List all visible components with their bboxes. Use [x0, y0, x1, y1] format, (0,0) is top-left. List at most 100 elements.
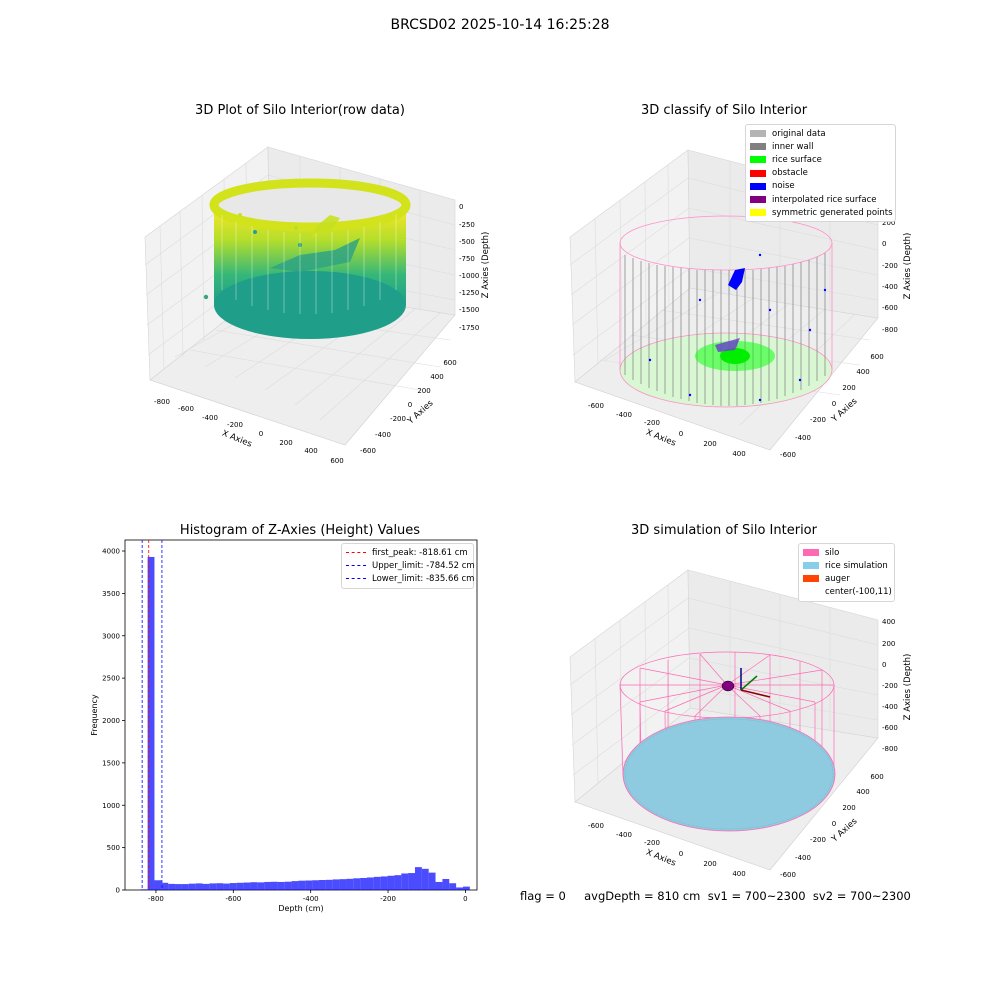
classify-legend-item: noise	[750, 180, 891, 193]
classify-z-label: Z Axies (Depth)	[903, 233, 913, 300]
raw-z-label: Z Axies (Depth)	[481, 232, 491, 299]
histogram-bar	[168, 883, 176, 890]
simulation-ztick: -600	[882, 724, 898, 732]
histogram-plot-area	[124, 539, 478, 891]
histogram-bar	[291, 881, 299, 890]
histogram-bar	[271, 881, 278, 890]
histogram-bar	[188, 883, 196, 890]
simulation-x-ticks: -600 -400 -200 0 200 400	[588, 822, 746, 878]
simulation-3d-plot: -600 -400 -200 0 200 400 X Axies -600 -4…	[569, 569, 913, 879]
classify-xtick: 0	[679, 430, 683, 438]
histogram-bar	[325, 879, 333, 890]
simulation-plot-title: 3D simulation of Silo Interior	[631, 523, 817, 538]
histogram-title: Histogram of Z-Axies (Height) Values	[179, 523, 421, 538]
classify-legend: original data inner wall rice surface obsta…	[745, 124, 896, 223]
histogram-bar	[236, 882, 244, 890]
histogram-bar	[243, 882, 251, 890]
simulation-xtick: 200	[703, 860, 716, 868]
histogram-ytick-label: 0	[116, 887, 120, 895]
raw-ytick: -200	[390, 415, 406, 423]
classify-ytick: 200	[842, 384, 855, 392]
simulation-legend-item: auger	[803, 572, 890, 585]
classify-legend-item: interpolated rice surface	[750, 193, 891, 206]
classify-legend-label: original data	[772, 128, 826, 139]
raw-x-ticks: -800 -600 -400 -200 0 200 400 600	[154, 398, 344, 465]
histogram-ytick-label: 1500	[102, 759, 120, 767]
histogram-bar	[428, 872, 436, 890]
classify-ytick: -600	[780, 451, 796, 459]
simulation-xtick: 400	[732, 870, 745, 878]
simulation-xtick: -400	[616, 831, 632, 839]
histogram-bar	[277, 881, 285, 890]
simulation-xtick: -200	[644, 839, 660, 847]
histogram-bar	[175, 884, 182, 890]
raw-scatter-points	[203, 178, 411, 339]
histogram-bar	[408, 873, 415, 890]
raw-z-ticks: 0 -250 -500 -750 -1000 -1250 -1500 -1750	[459, 203, 479, 332]
classify-legend-swatch	[750, 143, 766, 151]
histogram-y-ticks: 0 500 1000 1500 2000 2500 3000 3500 4000	[102, 548, 125, 895]
histogram-bar	[346, 878, 354, 890]
simulation-ztick: 400	[882, 618, 895, 626]
simulation-legend: silo rice simulation auger center(-100,11)	[798, 543, 895, 602]
histogram-ytick-label: 3500	[102, 590, 120, 598]
classify-legend-item: obstacle	[750, 167, 891, 180]
classify-ztick: 0	[882, 240, 886, 248]
raw-x-label: X Axies	[220, 429, 253, 450]
classify-xtick: -400	[616, 411, 632, 419]
raw-plot-title: 3D Plot of Silo Interior(row data)	[195, 103, 405, 118]
classify-ztick: -400	[882, 283, 898, 291]
classify-y-ticks: -600 -400 -200 0 200 400 600	[780, 353, 884, 459]
histogram-bar	[305, 880, 313, 890]
histogram-ytick-label: 2500	[102, 675, 120, 683]
histogram-bar	[442, 878, 450, 890]
simulation-legend-label: rice simulation	[825, 560, 888, 571]
histogram-bar	[462, 886, 470, 890]
simulation-ytick: 600	[870, 773, 883, 781]
simulation-ztick: -200	[882, 682, 898, 690]
histogram-bar	[202, 883, 210, 890]
raw-xtick: 400	[304, 447, 317, 455]
histogram-bar	[353, 878, 361, 890]
classify-legend-item: original data	[750, 127, 891, 140]
histogram-legend-line	[346, 565, 366, 567]
histogram-chart: -800 -600 -400 -200 0 0 500 1000 1500 2000 2500 30…	[90, 539, 478, 913]
classify-legend-label: noise	[772, 181, 795, 192]
histogram-ytick-label: 4000	[102, 548, 120, 556]
classify-ytick: -200	[810, 416, 826, 424]
histogram-bar	[209, 883, 217, 890]
simulation-ytick: 0	[832, 820, 836, 828]
simulation-legend-swatch	[803, 549, 819, 557]
histogram-bar	[360, 877, 367, 890]
histogram-bar	[147, 556, 155, 890]
rice-simulation-surface	[622, 716, 836, 832]
raw-ztick: -500	[459, 238, 475, 246]
raw-ytick: 400	[430, 373, 443, 381]
classify-legend-swatch	[750, 169, 766, 177]
histogram-legend-item: Lower_limit: -835.66 cm	[346, 572, 474, 585]
classify-xtick: 200	[703, 440, 716, 448]
classify-x-ticks: -600 -400 -200 0 200 400	[588, 402, 746, 458]
histogram-legend-line	[346, 578, 366, 580]
histogram-legend: first_peak: -818.61 cm Upper_limit: -784.…	[341, 543, 475, 589]
auger-marker	[721, 668, 771, 698]
histogram-bar	[284, 881, 292, 890]
histogram-bar	[229, 883, 237, 890]
raw-xtick: -200	[227, 421, 243, 429]
raw-xtick: -400	[202, 414, 218, 422]
classify-ztick: -800	[882, 326, 898, 334]
raw-xtick: 200	[279, 439, 292, 447]
histogram-ytick-label: 3000	[102, 632, 120, 640]
histogram-bar	[366, 877, 374, 890]
raw-xtick: 600	[330, 457, 343, 465]
simulation-ztick: -400	[882, 703, 898, 711]
histogram-bar	[154, 880, 162, 890]
simulation-legend-swatch	[803, 588, 819, 596]
figure-title: BRCSD02 2025-10-14 16:25:28	[390, 17, 610, 33]
raw-xtick: -600	[178, 405, 194, 413]
histogram-legend-line	[346, 552, 366, 554]
classify-legend-item: rice surface	[750, 153, 891, 166]
histogram-ytick-label: 1000	[102, 802, 120, 810]
histogram-bar	[161, 882, 169, 890]
raw-ztick: -1750	[459, 324, 479, 332]
